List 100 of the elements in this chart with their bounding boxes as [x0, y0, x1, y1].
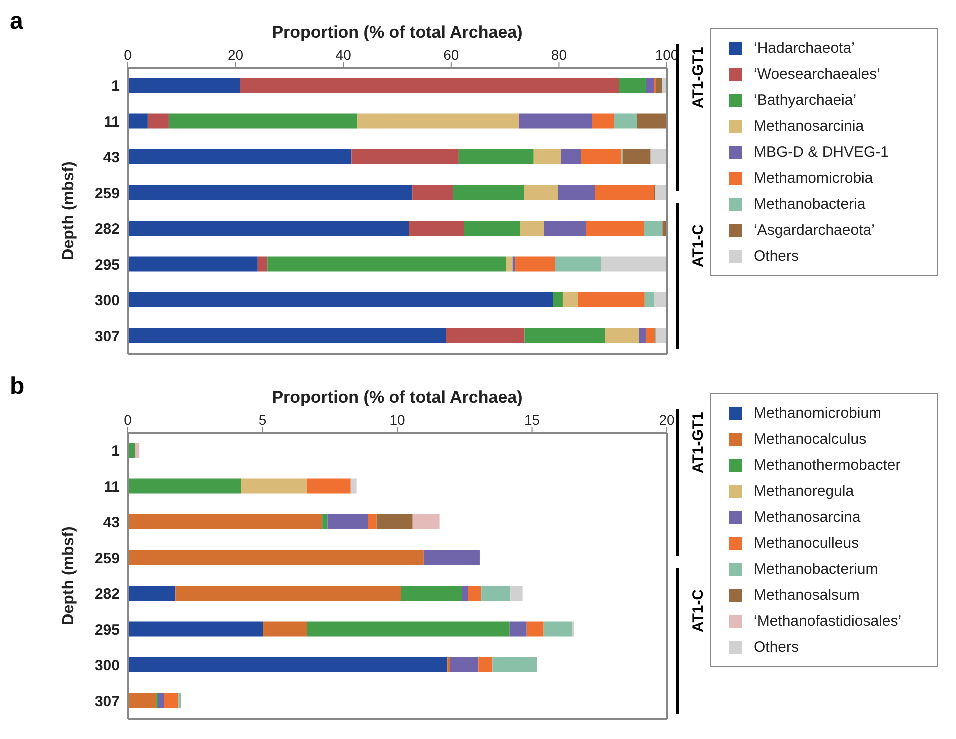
x-tick-label: 20 [228, 47, 244, 63]
bar [241, 478, 307, 494]
bar [368, 514, 377, 530]
bar [128, 550, 424, 566]
legend-label: Methanobacterium [754, 560, 878, 578]
legend-label: Methanoculleus [754, 534, 860, 552]
bar [158, 693, 164, 708]
y-tick-label: 259 [94, 185, 120, 202]
bar [478, 658, 493, 672]
x-axis-title: Proportion (% of total Archaea) [272, 23, 523, 42]
bar [534, 150, 562, 164]
bar [558, 185, 596, 200]
bar [128, 478, 242, 494]
y-tick-label: 300 [94, 292, 120, 310]
bar [458, 150, 534, 164]
legend-label: Methanomicrobium [754, 404, 882, 422]
y-tick-label: 259 [94, 550, 120, 568]
bar [562, 292, 578, 308]
legend-label: ‘Methanofastidiosales’ [754, 612, 902, 630]
bar [322, 514, 328, 530]
bar [656, 185, 667, 200]
bar [240, 78, 620, 93]
bar [526, 622, 544, 637]
bar [561, 150, 582, 164]
y-tick-label: 11 [104, 114, 120, 131]
bar [516, 256, 556, 272]
bar [468, 586, 482, 601]
legend-label: Methamomicrobia [754, 170, 874, 186]
y-tick-label: 1 [112, 78, 120, 96]
bar [258, 256, 268, 272]
bar [656, 328, 667, 344]
text: AT1-C [690, 224, 707, 268]
bar [306, 478, 351, 494]
y-tick-label: 300 [94, 658, 120, 675]
bar [520, 221, 544, 236]
x-tick-label: 20 [659, 412, 675, 428]
legend-label: ‘Bathyarchaeia’ [754, 92, 857, 108]
bar [128, 150, 352, 164]
bar [352, 150, 459, 164]
bar [307, 622, 510, 637]
bar [506, 256, 513, 272]
legend-label: ‘Hadarchaeota’ [754, 40, 855, 56]
bar [128, 185, 413, 200]
legend-label: ‘Woesearchaeales’ [754, 66, 880, 82]
bar [412, 514, 440, 530]
bar [644, 221, 663, 236]
bar [164, 693, 179, 708]
x-tick-label: 40 [336, 47, 352, 63]
bar [448, 658, 450, 672]
bar [637, 114, 667, 129]
bar [135, 443, 140, 458]
y-tick-label: 295 [94, 622, 120, 639]
bar [328, 514, 368, 530]
bar [622, 150, 651, 164]
bar [555, 256, 602, 272]
bar [128, 622, 264, 637]
bar [605, 328, 640, 344]
y-tick-label: 11 [104, 478, 120, 496]
y-tick-label: 282 [94, 221, 120, 238]
legend-label: ‘Asgardarchaeota’ [754, 222, 875, 238]
bar [128, 114, 148, 129]
bar [619, 78, 646, 93]
legend-label: Others [754, 248, 800, 264]
bar [640, 328, 646, 344]
y-tick-label: 295 [94, 256, 120, 274]
bar [524, 185, 558, 200]
bar [510, 586, 523, 601]
bar [376, 514, 413, 530]
y-tick-label: 1 [112, 443, 120, 460]
bar [128, 256, 258, 272]
bar [592, 114, 614, 129]
x-tick-label: 0 [124, 412, 132, 428]
bar [148, 114, 169, 129]
x-tick-label: 80 [551, 47, 568, 63]
bar [586, 221, 644, 236]
bar [464, 221, 520, 236]
bar [168, 114, 358, 129]
bar [553, 292, 563, 308]
x-tick-label: 5 [258, 412, 267, 428]
bar [510, 622, 527, 637]
bar [178, 693, 182, 708]
y-tick-label: 307 [94, 328, 120, 346]
bar [544, 622, 572, 637]
legend-label: Methanosalsum [754, 586, 860, 604]
bar [654, 292, 667, 308]
bar [128, 586, 176, 601]
bar [646, 328, 656, 344]
x-tick-label: 0 [124, 47, 132, 63]
text: a [10, 8, 24, 36]
text: b [10, 373, 25, 401]
bar [578, 292, 645, 308]
bar [595, 185, 654, 200]
bar [176, 586, 402, 601]
legend-label: Methanosarcinia [754, 118, 864, 134]
text: AT1-GT1 [690, 47, 707, 109]
bar [650, 150, 667, 164]
bar [350, 478, 357, 494]
bar [601, 256, 667, 272]
y-axis-title: Depth (mbsf) [60, 162, 78, 260]
x-tick-label: 10 [390, 412, 406, 428]
